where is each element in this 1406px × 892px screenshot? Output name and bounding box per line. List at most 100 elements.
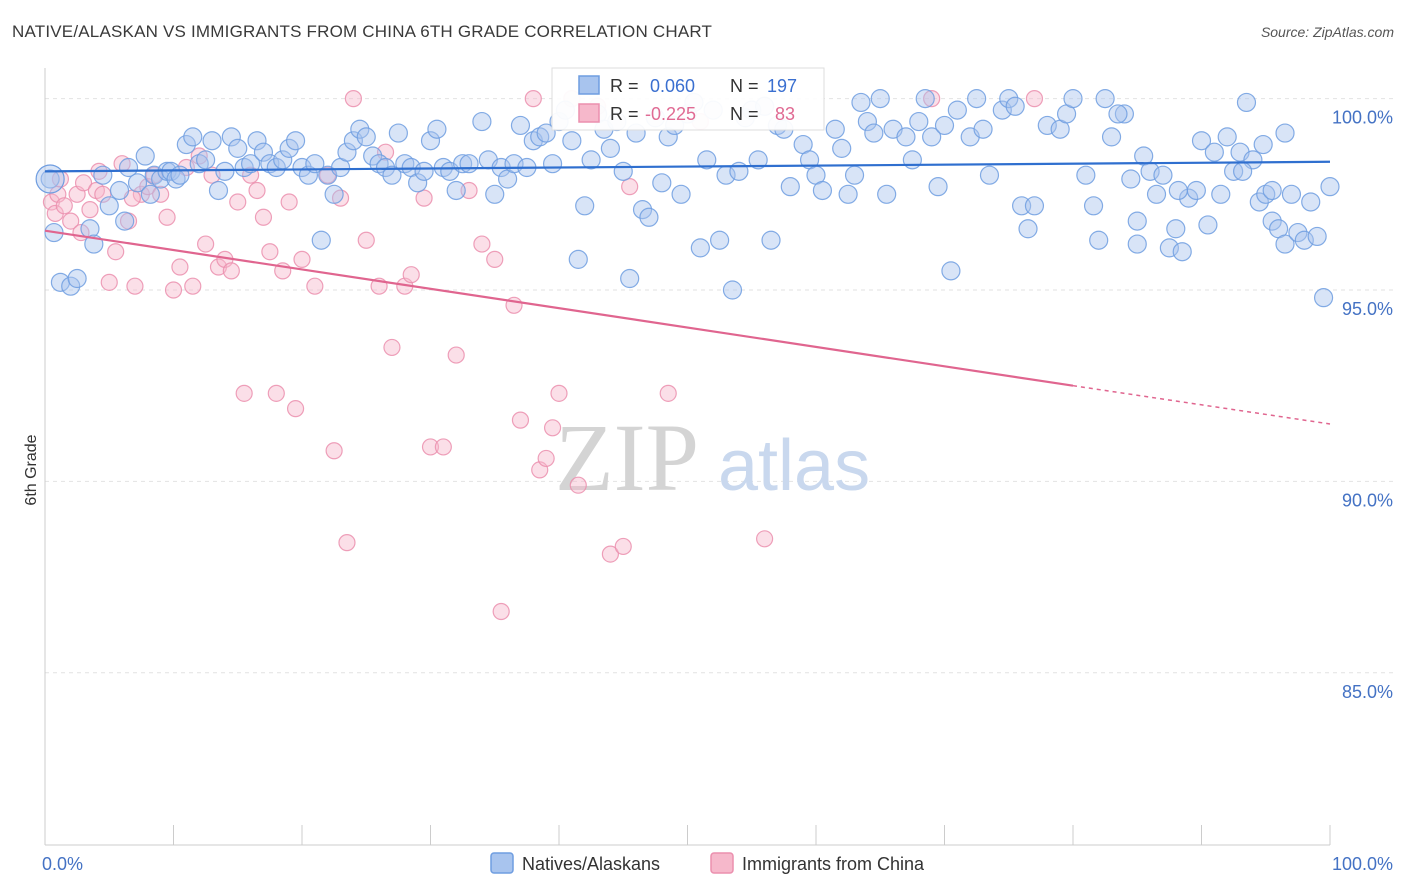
scatter-point-natives xyxy=(363,146,383,166)
scatter-point-natives xyxy=(1159,238,1179,258)
y-axis-label: 6th Grade xyxy=(23,434,40,505)
scatter-point-natives xyxy=(118,157,139,178)
scatter-point-immigrants xyxy=(171,258,189,276)
scatter-point-natives xyxy=(414,161,434,181)
scatter-point-natives xyxy=(1114,104,1135,124)
scatter-point-immigrants xyxy=(511,411,530,429)
scatter-point-natives xyxy=(864,123,884,143)
scatter-point-immigrants xyxy=(235,384,253,402)
legend: Natives/Alaskans Immigrants from China xyxy=(490,852,925,874)
scatter-point-immigrants xyxy=(197,235,215,253)
scatter-point-natives xyxy=(1127,234,1147,254)
scatter-point-natives xyxy=(1024,196,1045,216)
trend-line-natives xyxy=(44,160,1331,173)
scatter-point-natives xyxy=(170,165,190,185)
x-tick-labels: 0.0% 100.0% xyxy=(42,854,1393,874)
scatter-point-natives xyxy=(851,92,871,113)
scatter-point-natives xyxy=(915,89,935,109)
scatter-point-natives xyxy=(1166,219,1186,239)
scatter-point-natives xyxy=(710,230,730,250)
watermark-atlas: atlas xyxy=(718,426,870,506)
scatter-point-natives xyxy=(1301,192,1321,212)
scatter-point-natives xyxy=(135,146,155,166)
scatter-point-natives xyxy=(61,276,81,296)
scatter-point-natives xyxy=(1168,180,1188,201)
y-tick-label: 100.0% xyxy=(1332,108,1393,128)
trend-lines xyxy=(44,160,1331,425)
scatter-point-natives xyxy=(427,119,447,139)
scatter-point-natives xyxy=(311,230,331,250)
scatter-point-natives xyxy=(1186,180,1206,201)
scatter-point-immigrants xyxy=(415,189,433,207)
scatter-point-natives xyxy=(780,177,800,197)
scatter-point-immigrants xyxy=(280,193,298,211)
scatter-point-natives xyxy=(1146,184,1167,204)
scatter-point-immigrants xyxy=(492,602,510,621)
scatter-point-natives xyxy=(671,184,691,204)
scatter-point-natives xyxy=(292,157,312,178)
scatter-point-natives xyxy=(388,123,408,143)
watermark-zip: ZIP xyxy=(555,404,699,511)
stats-n-value-2: 83 xyxy=(775,104,795,124)
trend-line-immigrants xyxy=(44,229,1074,387)
scatter-point-natives xyxy=(1233,161,1253,181)
scatter-point-natives xyxy=(67,268,87,289)
scatter-point-natives xyxy=(1083,196,1104,216)
scatter-point-natives xyxy=(1236,92,1257,113)
scatter-point-immigrants xyxy=(229,193,247,211)
scatter-point-natives xyxy=(1204,142,1224,162)
scatter-point-natives xyxy=(992,100,1012,120)
scatter-point-natives xyxy=(1005,96,1025,116)
scatter-point-immigrants xyxy=(473,235,491,253)
scatter-point-immigrants xyxy=(402,266,420,284)
y-tick-label: 95.0% xyxy=(1342,299,1393,319)
scatter-point-natives xyxy=(748,150,768,170)
scatter-point-natives xyxy=(1281,184,1302,204)
scatter-point-immigrants xyxy=(164,281,183,299)
scatter-point-natives xyxy=(196,150,216,170)
scatter-point-immigrants xyxy=(126,277,144,295)
scatter-point-immigrants xyxy=(293,250,311,268)
chart-title: NATIVE/ALASKAN VS IMMIGRANTS FROM CHINA … xyxy=(12,22,713,41)
scatter-point-immigrants xyxy=(254,208,273,226)
scatter-point-natives xyxy=(356,127,376,147)
scatter-point-natives xyxy=(536,123,556,143)
scatter-point-natives xyxy=(1211,184,1231,204)
scatter-point-natives xyxy=(844,165,865,185)
scatter-point-immigrants xyxy=(614,537,632,556)
scatter-point-natives xyxy=(253,142,274,162)
scatter-point-natives xyxy=(1018,219,1038,239)
stats-r-value-2: -0.225 xyxy=(645,104,696,124)
scatter-point-immigrants xyxy=(55,197,73,215)
scatter-point-natives xyxy=(1037,115,1057,136)
scatter-point-immigrants xyxy=(107,243,125,261)
scatter-point-natives xyxy=(93,165,113,185)
scatter-point-natives xyxy=(266,157,286,178)
scatter-point-immigrants xyxy=(543,419,562,437)
scatter-point-natives xyxy=(922,127,942,147)
scatter-point-natives xyxy=(337,142,357,162)
scatter-point-natives xyxy=(825,119,845,139)
scatter-point-natives xyxy=(1313,288,1334,308)
scatter-point-natives xyxy=(632,200,653,220)
scatter-point-immigrants xyxy=(261,243,279,261)
scatter-point-natives xyxy=(620,268,640,289)
scatter-point-natives xyxy=(967,89,987,109)
scatter-point-immigrants xyxy=(383,338,401,357)
scatter-point-natives xyxy=(1095,89,1115,109)
scatter-point-natives xyxy=(902,150,922,170)
stats-n-label-2: N = xyxy=(730,104,759,124)
scatter-point-immigrants xyxy=(158,208,176,226)
scatter-point-immigrants xyxy=(621,178,639,196)
scatter-point-immigrants xyxy=(486,250,504,268)
scatter-point-immigrants xyxy=(74,174,93,192)
scatter-point-immigrants xyxy=(306,277,324,295)
scatter-point-natives xyxy=(183,127,203,147)
scatter-point-natives xyxy=(761,230,781,250)
scatter-point-natives xyxy=(285,131,306,151)
x-tick-label-end: 100.0% xyxy=(1332,854,1393,874)
scatter-point-immigrants xyxy=(460,181,478,200)
scatter-point-natives xyxy=(420,131,441,151)
scatter-point-natives xyxy=(1320,177,1340,197)
